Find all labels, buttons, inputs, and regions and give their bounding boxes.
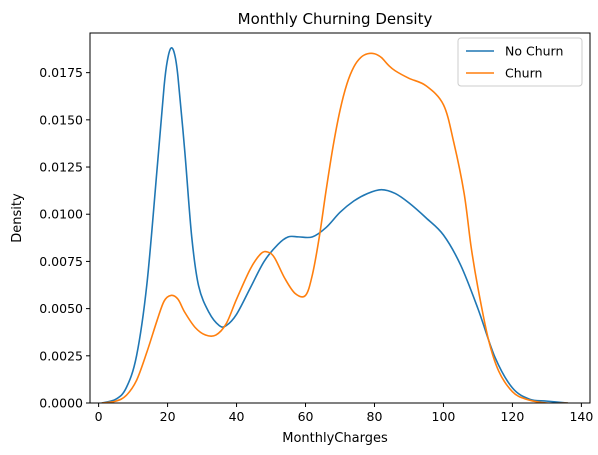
- x-tick-label: 60: [298, 409, 314, 424]
- plot-frame: [89, 32, 591, 404]
- x-tick-label: 0: [95, 409, 103, 424]
- y-axis-label: Density: [10, 193, 25, 243]
- legend-label: Churn: [505, 66, 542, 81]
- x-tick-label: 120: [500, 409, 524, 424]
- x-axis: 0 20 40 60 80 100 120 140: [95, 403, 593, 424]
- legend-label: No Churn: [505, 44, 563, 59]
- series-layer: [101, 47, 569, 403]
- y-tick-label: 0.0075: [39, 254, 83, 269]
- legend: No Churn Churn: [457, 37, 583, 87]
- y-tick-label: 0.0000: [39, 396, 83, 411]
- y-tick-label: 0.0025: [39, 348, 83, 363]
- x-tick-label: 40: [229, 409, 245, 424]
- y-tick-label: 0.0050: [39, 301, 83, 316]
- series-line-churn: [101, 52, 569, 403]
- y-tick-label: 0.0175: [39, 65, 83, 80]
- x-axis-label: MonthlyCharges: [282, 431, 388, 446]
- y-tick-label: 0.0150: [39, 112, 83, 127]
- x-tick-label: 20: [160, 409, 176, 424]
- y-tick-label: 0.0125: [39, 160, 83, 175]
- chart-title: Monthly Churning Density: [238, 10, 433, 28]
- y-tick-label: 0.0100: [39, 207, 83, 222]
- x-tick-label: 80: [367, 409, 383, 424]
- x-tick-label: 100: [432, 409, 456, 424]
- legend-box: [457, 37, 583, 87]
- series-line-no-churn: [101, 47, 569, 403]
- y-axis: 0.0000 0.0025 0.0050 0.0075 0.0100 0.0125 0.01…: [39, 65, 90, 411]
- x-tick-label: 140: [569, 409, 593, 424]
